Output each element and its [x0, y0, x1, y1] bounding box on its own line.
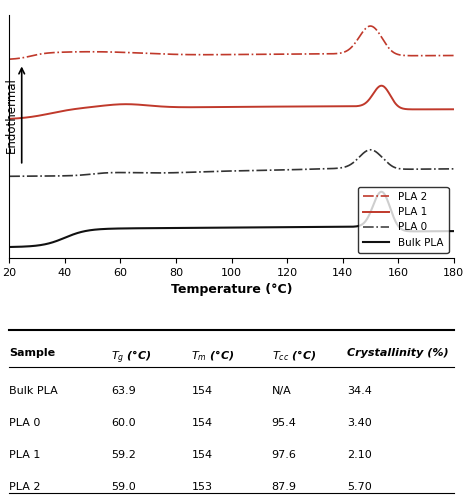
Text: $T_g$ (°C): $T_g$ (°C) [112, 348, 152, 366]
Text: N/A: N/A [271, 386, 291, 396]
Text: 59.0: 59.0 [112, 482, 136, 492]
X-axis label: Temperature (°C): Temperature (°C) [171, 284, 292, 296]
Text: Endothermal: Endothermal [5, 76, 18, 152]
Text: $T_{cc}$ (°C): $T_{cc}$ (°C) [271, 348, 316, 363]
Text: PLA 0: PLA 0 [9, 418, 41, 428]
Text: 154: 154 [192, 450, 213, 460]
Text: Bulk PLA: Bulk PLA [9, 386, 58, 396]
Text: 153: 153 [192, 482, 213, 492]
Legend: PLA 2, PLA 1, PLA 0, Bulk PLA: PLA 2, PLA 1, PLA 0, Bulk PLA [358, 187, 449, 253]
Text: 2.10: 2.10 [347, 450, 372, 460]
Text: 63.9: 63.9 [112, 386, 136, 396]
Text: Sample: Sample [9, 348, 56, 358]
Text: 95.4: 95.4 [271, 418, 296, 428]
Text: 5.70: 5.70 [347, 482, 372, 492]
Text: Crystallinity (%): Crystallinity (%) [347, 348, 449, 358]
Text: 154: 154 [192, 386, 213, 396]
Text: 97.6: 97.6 [271, 450, 296, 460]
Text: PLA 1: PLA 1 [9, 450, 41, 460]
Text: PLA 2: PLA 2 [9, 482, 41, 492]
Text: 60.0: 60.0 [112, 418, 136, 428]
Text: 154: 154 [192, 418, 213, 428]
Text: 87.9: 87.9 [271, 482, 296, 492]
Text: 59.2: 59.2 [112, 450, 137, 460]
Text: 3.40: 3.40 [347, 418, 372, 428]
Text: 34.4: 34.4 [347, 386, 372, 396]
Text: $T_m$ (°C): $T_m$ (°C) [192, 348, 235, 363]
